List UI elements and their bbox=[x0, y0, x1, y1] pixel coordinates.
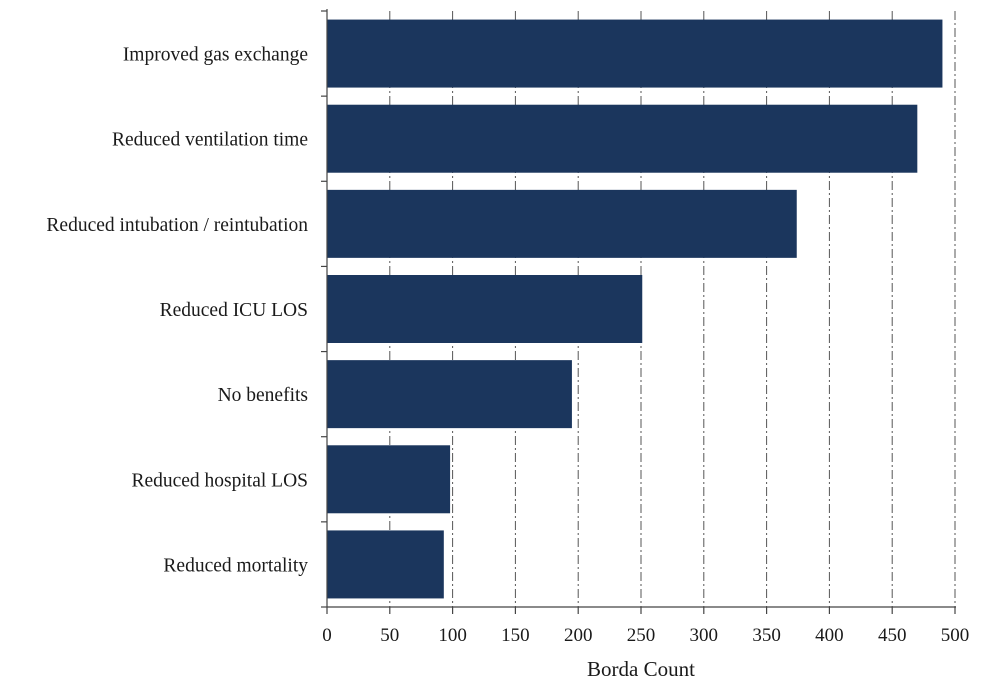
bar-reduced-mortality bbox=[327, 530, 444, 599]
category-label: Reduced ICU LOS bbox=[160, 300, 308, 321]
x-tick-label-100: 100 bbox=[438, 625, 467, 646]
x-tick-label-150: 150 bbox=[501, 625, 530, 646]
bar-reduced-icu-los bbox=[327, 275, 643, 343]
bar-improved-gas-exchange bbox=[327, 19, 943, 88]
x-tick-label-350: 350 bbox=[752, 625, 781, 646]
category-label: Reduced intubation / reintubation bbox=[46, 215, 308, 236]
label-layer: Improved gas exchange Reduced ventilation… bbox=[46, 45, 969, 646]
category-label: No benefits bbox=[218, 385, 308, 406]
x-tick-label-50: 50 bbox=[380, 625, 399, 646]
x-tick-label-0: 0 bbox=[322, 625, 332, 646]
x-tick-label-450: 450 bbox=[878, 625, 907, 646]
axis-layer bbox=[321, 9, 956, 614]
x-tick-label-200: 200 bbox=[564, 625, 593, 646]
category-label: Improved gas exchange bbox=[123, 45, 308, 66]
bar-layer bbox=[327, 19, 943, 599]
x-tick-label-400: 400 bbox=[815, 625, 844, 646]
bar-reduced-ventilation-time bbox=[327, 104, 918, 173]
bar-no-benefits bbox=[327, 360, 572, 429]
x-tick-label-250: 250 bbox=[627, 625, 656, 646]
category-label: Reduced hospital LOS bbox=[131, 470, 308, 491]
x-tick-label-500: 500 bbox=[941, 625, 970, 646]
x-tick-label-300: 300 bbox=[690, 625, 719, 646]
x-axis-title: Borda Count bbox=[587, 657, 695, 681]
bar-reduced-hospital-los bbox=[327, 445, 451, 514]
category-label: Reduced mortality bbox=[163, 555, 308, 576]
bar-reduced-intubation-reintubation bbox=[327, 189, 797, 258]
category-label: Reduced ventilation time bbox=[112, 130, 308, 151]
